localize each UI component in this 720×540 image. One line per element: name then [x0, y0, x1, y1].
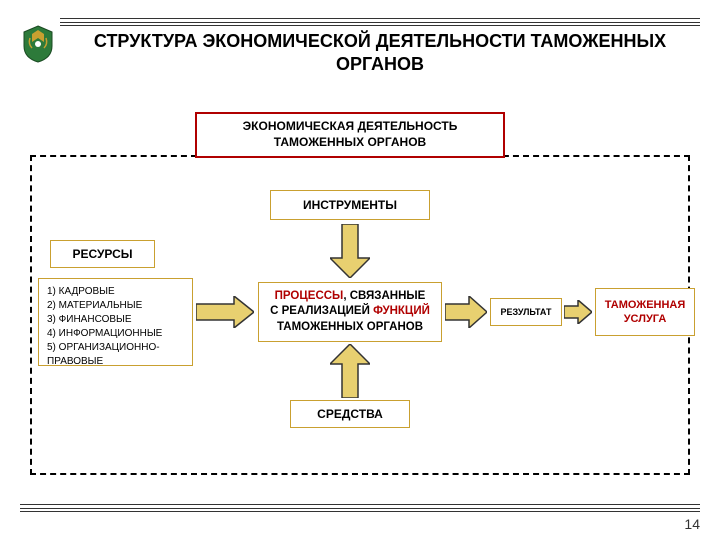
economic-activity-line1: ЭКОНОМИЧЕСКАЯ ДЕЯТЕЛЬНОСТЬ — [243, 119, 458, 135]
economic-activity-line2: ТАМОЖЕННЫХ ОРГАНОВ — [274, 135, 426, 151]
footer-rule — [20, 504, 700, 512]
arrow-up-means — [330, 344, 370, 398]
economic-activity-box: ЭКОНОМИЧЕСКАЯ ДЕЯТЕЛЬНОСТЬ ТАМОЖЕННЫХ ОР… — [195, 112, 505, 158]
resource-item: 3) ФИНАНСОВЫЕ — [47, 313, 132, 327]
arrow-down-instruments — [330, 224, 370, 278]
resources-list-box: 1) КАДРОВЫЕ 2) МАТЕРИАЛЬНЫЕ 3) ФИНАНСОВЫ… — [38, 278, 193, 366]
processes-word: С РЕАЛИЗАЦИЕЙ — [270, 305, 373, 317]
means-box: СРЕДСТВА — [290, 400, 410, 428]
resource-item: 2) МАТЕРИАЛЬНЫЕ — [47, 299, 142, 313]
resource-item: 4) ИНФОРМАЦИОННЫЕ — [47, 327, 162, 341]
processes-box: ПРОЦЕССЫ, СВЯЗАННЫЕ С РЕАЛИЗАЦИЕЙ ФУНКЦИ… — [258, 282, 442, 342]
processes-word: ТАМОЖЕННЫХ ОРГАНОВ — [277, 320, 423, 336]
arrow-right-resources — [196, 296, 254, 328]
instruments-box: ИНСТРУМЕНТЫ — [270, 190, 430, 220]
emblem-icon — [20, 24, 56, 64]
page-number: 14 — [684, 516, 700, 532]
processes-word-red: ПРОЦЕССЫ — [275, 290, 344, 302]
processes-word-red: ФУНКЦИЙ — [373, 305, 430, 317]
service-line1: ТАМОЖЕННАЯ — [605, 298, 686, 312]
page-title: СТРУКТУРА ЭКОНОМИЧЕСКОЙ ДЕЯТЕЛЬНОСТИ ТАМ… — [80, 30, 680, 77]
service-box: ТАМОЖЕННАЯ УСЛУГА — [595, 288, 695, 336]
processes-word: , СВЯЗАННЫЕ — [343, 290, 425, 302]
arrow-right-processes — [445, 296, 487, 328]
resource-item: 5) ОРГАНИЗАЦИОННО- — [47, 341, 160, 355]
result-box: РЕЗУЛЬТАТ — [490, 298, 562, 326]
arrow-right-result — [564, 300, 592, 324]
resource-item: 1) КАДРОВЫЕ — [47, 285, 115, 299]
header-rule — [60, 18, 700, 26]
resources-label-box: РЕСУРСЫ — [50, 240, 155, 268]
service-line2: УСЛУГА — [624, 312, 667, 326]
resource-item: ПРАВОВЫЕ — [47, 355, 103, 369]
